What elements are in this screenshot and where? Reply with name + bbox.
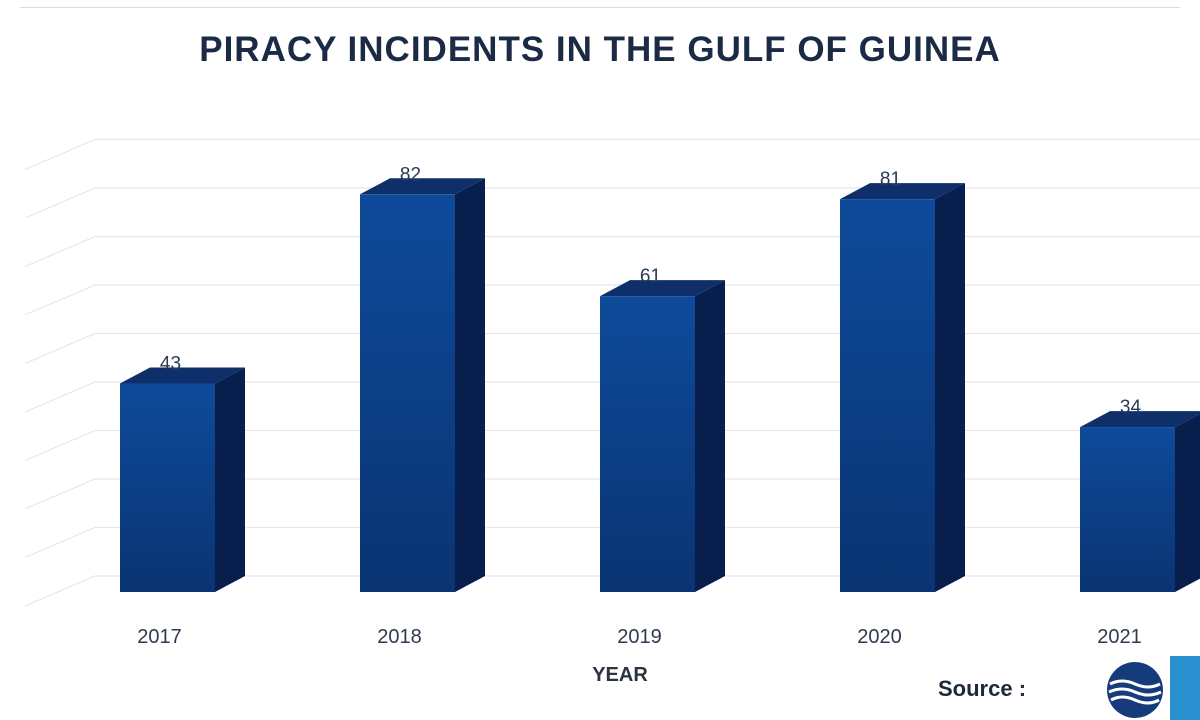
gridline bbox=[24, 526, 1200, 559]
gridline bbox=[24, 381, 1200, 413]
source-logo-box bbox=[1170, 656, 1200, 720]
x-tick-label: 2017 bbox=[137, 626, 182, 648]
bar-2019 bbox=[600, 280, 725, 592]
bar-side bbox=[215, 367, 245, 592]
bar-top bbox=[1080, 411, 1200, 428]
bar-top bbox=[360, 178, 485, 195]
gridline bbox=[24, 284, 1200, 316]
source-logo-icon bbox=[1107, 662, 1163, 718]
chart-bars bbox=[120, 178, 1200, 593]
bar-front bbox=[1080, 427, 1175, 592]
chart-labels: 43 2017 82 2018 61 2019 81 2020 34 2021 bbox=[137, 164, 1142, 648]
data-label: 61 bbox=[640, 266, 661, 287]
gridline bbox=[24, 429, 1200, 462]
gridline bbox=[24, 235, 1200, 268]
bar-front bbox=[840, 199, 935, 592]
bar-side bbox=[455, 178, 485, 593]
bar-top bbox=[840, 183, 965, 200]
data-label: 82 bbox=[400, 164, 421, 185]
data-label: 34 bbox=[1120, 397, 1142, 418]
gridline bbox=[24, 478, 1200, 510]
source-label: Source : bbox=[938, 676, 1027, 701]
x-tick-label: 2019 bbox=[617, 626, 662, 648]
top-rule bbox=[20, 7, 1180, 8]
bar-top bbox=[120, 367, 245, 384]
bar-2018 bbox=[360, 178, 485, 593]
data-label: 81 bbox=[880, 169, 901, 190]
x-axis-label: YEAR bbox=[592, 664, 648, 686]
bar-side bbox=[935, 183, 965, 592]
data-label: 43 bbox=[160, 353, 181, 374]
x-tick-label: 2020 bbox=[857, 626, 902, 648]
bar-side bbox=[695, 280, 725, 592]
bar-side bbox=[1175, 413, 1200, 592]
bar-front bbox=[600, 296, 695, 592]
x-tick-label: 2018 bbox=[377, 626, 422, 648]
bar-front bbox=[120, 383, 215, 592]
chart-gridlines bbox=[24, 138, 1200, 607]
gridline bbox=[24, 332, 1200, 365]
bar-top bbox=[600, 280, 725, 297]
bar-2017 bbox=[120, 367, 245, 592]
bar-front bbox=[360, 194, 455, 593]
bar-2021 bbox=[1080, 411, 1200, 592]
chart-title: PIRACY INCIDENTS IN THE GULF OF GUINEA bbox=[199, 30, 1001, 69]
x-tick-label: 2021 bbox=[1097, 626, 1142, 648]
bar-2020 bbox=[840, 183, 965, 592]
gridline bbox=[24, 575, 1200, 607]
gridline bbox=[24, 187, 1200, 219]
gridline bbox=[24, 138, 1200, 171]
